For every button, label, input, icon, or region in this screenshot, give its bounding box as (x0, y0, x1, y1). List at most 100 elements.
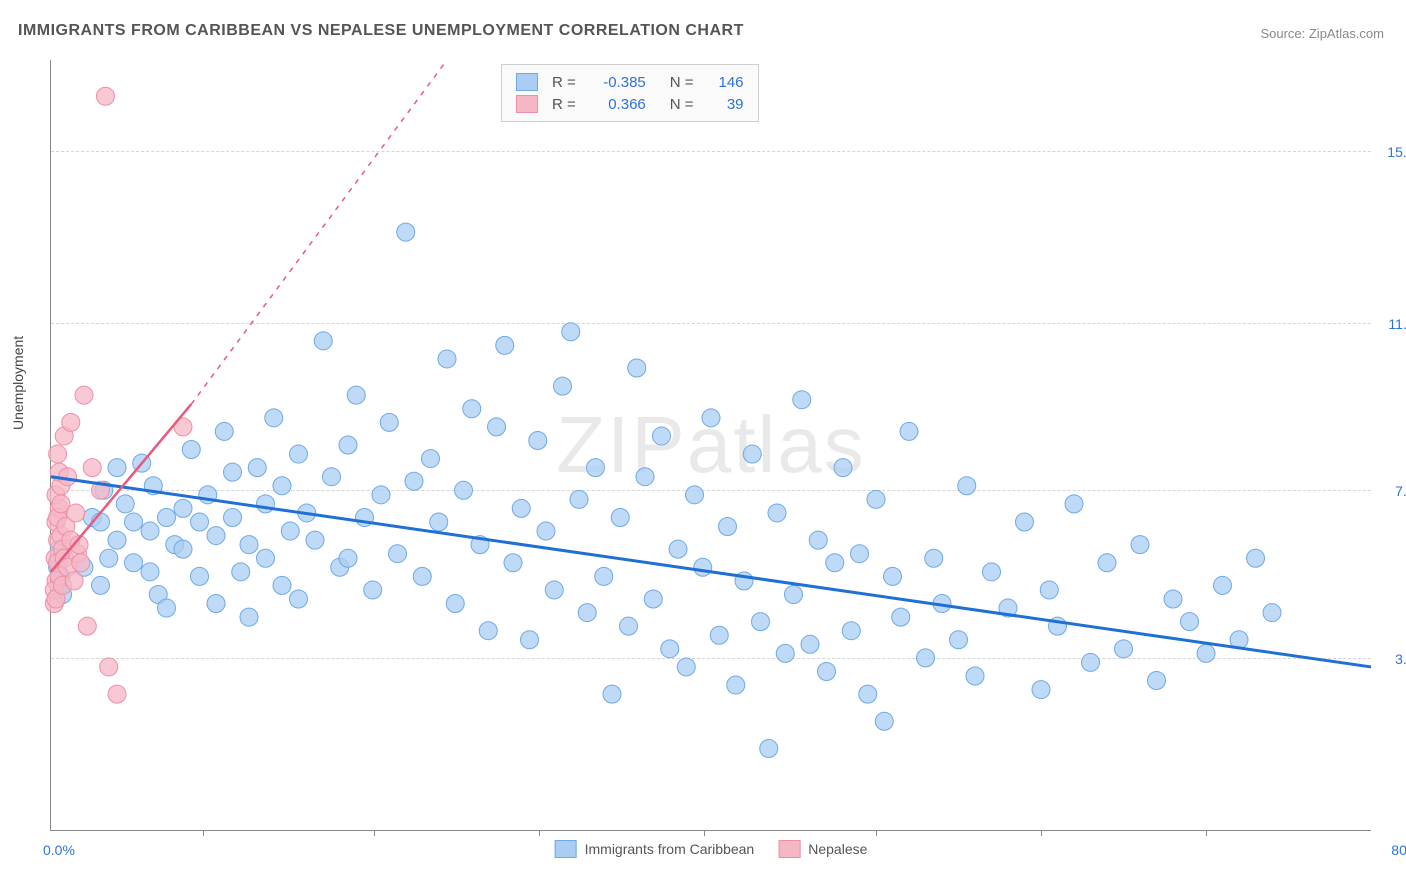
data-point (512, 499, 530, 517)
data-point (306, 531, 324, 549)
stats-row-nepalese: R = 0.366 N = 39 (516, 93, 744, 115)
y-axis-label: Unemployment (10, 336, 26, 430)
swatch-nepalese (516, 95, 538, 113)
swatch-nepalese (778, 840, 800, 858)
data-point (595, 567, 613, 585)
data-point (1214, 576, 1232, 594)
data-point (463, 400, 481, 418)
scatter-svg (51, 60, 1371, 830)
data-point (281, 522, 299, 540)
data-point (100, 549, 118, 567)
data-point (413, 567, 431, 585)
x-tick (1041, 830, 1042, 836)
data-point (851, 545, 869, 563)
data-point (92, 576, 110, 594)
r-value-caribbean: -0.385 (586, 74, 646, 91)
data-point (116, 495, 134, 513)
data-point (240, 536, 258, 554)
y-tick-label: 3.8% (1395, 651, 1406, 667)
data-point (785, 585, 803, 603)
n-value-nepalese: 39 (704, 96, 744, 113)
swatch-caribbean (555, 840, 577, 858)
data-point (96, 87, 114, 105)
data-point (1197, 644, 1215, 662)
source-prefix: Source: (1260, 26, 1308, 41)
data-point (776, 644, 794, 662)
data-point (49, 445, 67, 463)
data-point (950, 631, 968, 649)
data-point (826, 554, 844, 572)
chart-title: IMMIGRANTS FROM CARIBBEAN VS NEPALESE UN… (18, 22, 744, 40)
chart-plot-area: ZIPatlas 3.8%7.5%11.2%15.0% R = -0.385 N… (50, 60, 1371, 831)
data-point (72, 554, 90, 572)
data-point (554, 377, 572, 395)
data-point (611, 508, 629, 526)
x-tick (1206, 830, 1207, 836)
data-point (867, 490, 885, 508)
source-link[interactable]: ZipAtlas.com (1309, 26, 1384, 41)
r-label: R = (552, 96, 576, 113)
data-point (636, 468, 654, 486)
legend-item-caribbean: Immigrants from Caribbean (555, 840, 755, 858)
data-point (108, 685, 126, 703)
data-point (62, 413, 80, 431)
x-axis-min-label: 0.0% (43, 842, 75, 858)
data-point (545, 581, 563, 599)
n-value-caribbean: 146 (704, 74, 744, 91)
x-tick (876, 830, 877, 836)
data-point (677, 658, 695, 676)
data-point (100, 658, 118, 676)
data-point (446, 595, 464, 613)
data-point (818, 662, 836, 680)
data-point (422, 450, 440, 468)
stats-row-caribbean: R = -0.385 N = 146 (516, 71, 744, 93)
data-point (265, 409, 283, 427)
data-point (603, 685, 621, 703)
data-point (125, 554, 143, 572)
data-point (108, 459, 126, 477)
data-point (1040, 581, 1058, 599)
data-point (884, 567, 902, 585)
data-point (273, 576, 291, 594)
data-point (578, 604, 596, 622)
y-tick-label: 7.5% (1395, 483, 1406, 499)
data-point (347, 386, 365, 404)
data-point (661, 640, 679, 658)
data-point (430, 513, 448, 531)
data-point (1016, 513, 1034, 531)
data-point (158, 508, 176, 526)
data-point (108, 531, 126, 549)
data-point (1131, 536, 1149, 554)
data-point (900, 422, 918, 440)
legend-label-nepalese: Nepalese (808, 841, 867, 857)
data-point (1148, 672, 1166, 690)
data-point (323, 468, 341, 486)
n-label: N = (670, 74, 694, 91)
data-point (644, 590, 662, 608)
data-point (669, 540, 687, 558)
data-point (760, 739, 778, 757)
data-point (834, 459, 852, 477)
data-point (1065, 495, 1083, 513)
data-point (727, 676, 745, 694)
x-axis-max-label: 80.0% (1391, 842, 1406, 858)
data-point (1082, 653, 1100, 671)
data-point (191, 567, 209, 585)
data-point (653, 427, 671, 445)
data-point (75, 386, 93, 404)
data-point (141, 522, 159, 540)
data-point (479, 622, 497, 640)
data-point (207, 595, 225, 613)
data-point (529, 431, 547, 449)
data-point (389, 545, 407, 563)
stats-legend: R = -0.385 N = 146 R = 0.366 N = 39 (501, 64, 759, 122)
data-point (224, 463, 242, 481)
legend-label-caribbean: Immigrants from Caribbean (585, 841, 755, 857)
data-point (455, 481, 473, 499)
data-point (694, 558, 712, 576)
data-point (504, 554, 522, 572)
data-point (65, 572, 83, 590)
data-point (339, 436, 357, 454)
data-point (702, 409, 720, 427)
data-point (752, 613, 770, 631)
